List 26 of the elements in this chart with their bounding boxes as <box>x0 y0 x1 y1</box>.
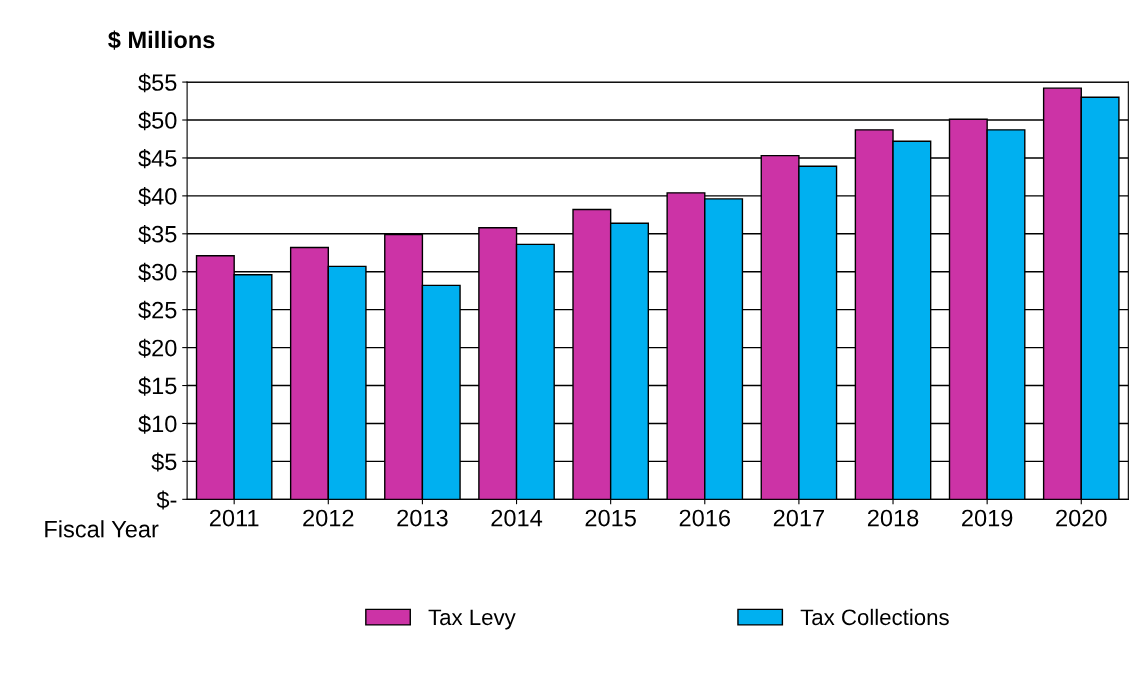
x-tick-label: 2015 <box>585 509 636 527</box>
x-tick-label: 2013 <box>397 509 448 527</box>
x-tick-label: 2014 <box>491 509 543 527</box>
x-axis-title: Fiscal Year <box>45 520 159 538</box>
y-tick-label: $5 <box>151 452 177 472</box>
x-tick-label: 2012 <box>303 509 354 527</box>
y-tick-label: $- <box>156 490 177 510</box>
x-tick-label: 2016 <box>679 509 731 527</box>
x-tick-label: 2020 <box>1056 509 1107 527</box>
x-tick-label: 2019 <box>962 509 1013 527</box>
y-tick-label: $20 <box>138 338 177 358</box>
y-tick-label: $55 <box>138 73 177 93</box>
legend-label: Tax Levy <box>428 609 516 630</box>
y-tick-label: $30 <box>138 262 177 282</box>
y-tick-label: $10 <box>138 414 177 434</box>
y-axis-title: $ Millions <box>108 30 215 50</box>
y-tick-label: $25 <box>138 300 177 320</box>
y-tick-label: $40 <box>138 186 177 207</box>
y-tick-label: $45 <box>138 149 177 169</box>
y-tick-label: $35 <box>138 224 177 244</box>
x-tick-label: 2017 <box>773 509 824 527</box>
legend-label: Tax Collections <box>800 608 949 626</box>
y-tick-label: $50 <box>138 111 177 131</box>
x-tick-label: 2018 <box>867 509 919 527</box>
y-tick-label: $15 <box>138 376 177 396</box>
x-tick-label: 2011 <box>209 509 259 527</box>
